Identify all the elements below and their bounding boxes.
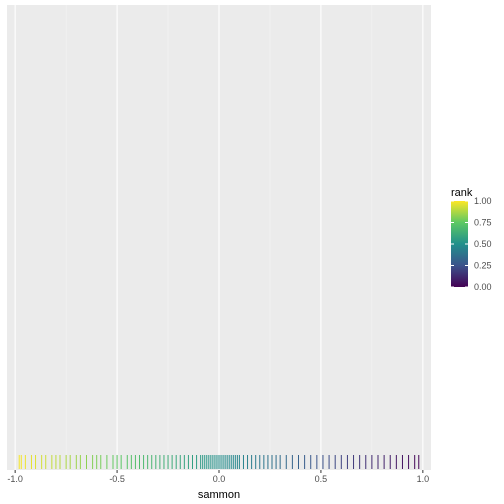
rug-marks — [18, 455, 420, 469]
major-gridlines — [14, 5, 424, 470]
legend-title: rank — [451, 187, 473, 199]
color-legend: rank 1.00 0.75 0.50 0.25 0.00 — [451, 187, 492, 292]
x-tick-label: 0.5 — [315, 474, 328, 484]
x-tick-label: -1.0 — [7, 474, 23, 484]
x-tick-label: -0.5 — [109, 474, 125, 484]
x-tick-label: 1.0 — [417, 474, 430, 484]
legend-tick-label: 1.00 — [474, 196, 492, 206]
legend-ticks: 1.00 0.75 0.50 0.25 0.00 — [451, 196, 492, 292]
x-axis-title: sammon — [198, 489, 240, 501]
legend-tick-label: 0.75 — [474, 218, 492, 228]
legend-tick-label: 0.50 — [474, 239, 492, 249]
legend-colorbar — [451, 201, 468, 287]
x-tick-label: 0.0 — [213, 474, 226, 484]
minor-gridlines — [65, 5, 373, 470]
legend-tick-label: 0.00 — [474, 282, 492, 292]
x-axis: -1.0 -0.5 0.0 0.5 1.0 — [7, 470, 429, 484]
legend-tick-label: 0.25 — [474, 261, 492, 271]
